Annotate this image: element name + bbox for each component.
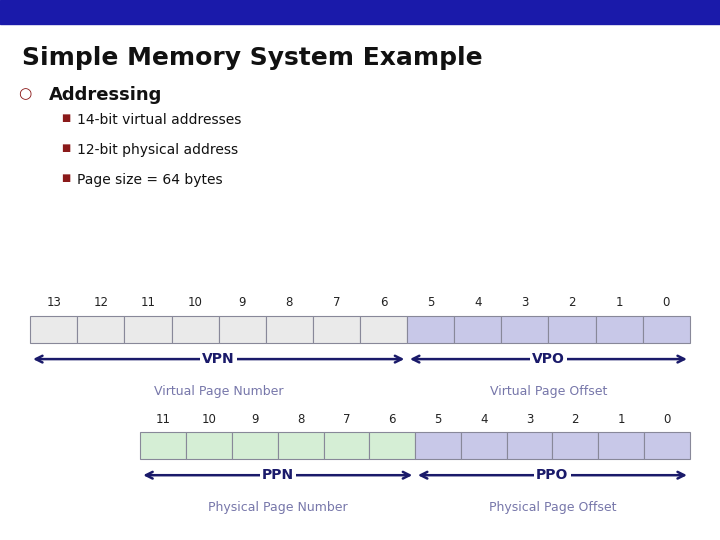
Text: 8: 8 [286, 296, 293, 309]
Text: 5: 5 [427, 296, 434, 309]
Text: ○: ○ [18, 86, 31, 102]
Bar [323, 432, 369, 459]
Text: Virtual Page Offset: Virtual Page Offset [490, 385, 607, 398]
Bar [313, 316, 360, 343]
Text: 11: 11 [140, 296, 156, 309]
Text: 10: 10 [202, 413, 217, 426]
Text: VPN: VPN [202, 352, 235, 366]
Bar [232, 432, 278, 459]
Text: 2: 2 [572, 413, 579, 426]
Text: 3: 3 [521, 296, 528, 309]
Text: 14-bit virtual addresses: 14-bit virtual addresses [77, 113, 241, 127]
Bar [140, 432, 186, 459]
Bar [643, 316, 690, 343]
Bar [501, 316, 549, 343]
Text: VPO: VPO [532, 352, 565, 366]
Bar [407, 316, 454, 343]
Text: 7: 7 [343, 413, 350, 426]
Bar [552, 432, 598, 459]
Text: Virtual Page Number: Virtual Page Number [154, 385, 284, 398]
Text: 0: 0 [663, 413, 670, 426]
Text: 1: 1 [616, 296, 623, 309]
Bar [30, 316, 77, 343]
Text: 8: 8 [297, 413, 305, 426]
Text: 0: 0 [662, 296, 670, 309]
Text: 6: 6 [389, 413, 396, 426]
Text: 1: 1 [617, 413, 625, 426]
Bar [0, 0, 720, 24]
Bar [461, 432, 507, 459]
Text: 4: 4 [474, 296, 482, 309]
Bar [278, 432, 323, 459]
Text: 5: 5 [434, 413, 441, 426]
Text: 3: 3 [526, 413, 534, 426]
Text: 6: 6 [380, 296, 387, 309]
Text: ■: ■ [61, 173, 71, 183]
Text: 13: 13 [46, 296, 61, 309]
Bar [595, 316, 643, 343]
Bar [125, 316, 171, 343]
Bar [219, 316, 266, 343]
Text: Physical Page Number: Physical Page Number [208, 501, 348, 514]
Text: 7: 7 [333, 296, 340, 309]
Bar [266, 316, 313, 343]
Bar [77, 316, 125, 343]
Text: Simple Memory System Example: Simple Memory System Example [22, 46, 482, 70]
Text: 9: 9 [238, 296, 246, 309]
Text: ■: ■ [61, 113, 71, 124]
Bar [171, 316, 219, 343]
Bar [360, 316, 407, 343]
Bar [415, 432, 461, 459]
Text: Page size = 64 bytes: Page size = 64 bytes [77, 173, 222, 187]
Bar [186, 432, 232, 459]
Bar [644, 432, 690, 459]
Text: PPO: PPO [536, 468, 569, 482]
Text: ■: ■ [61, 143, 71, 153]
Text: Physical Page Offset: Physical Page Offset [489, 501, 616, 514]
Bar [549, 316, 595, 343]
Bar [454, 316, 501, 343]
Bar [507, 432, 552, 459]
Text: PPN: PPN [261, 468, 294, 482]
Text: 11: 11 [156, 413, 171, 426]
Bar [598, 432, 644, 459]
Text: 12: 12 [94, 296, 109, 309]
Text: 10: 10 [188, 296, 202, 309]
Text: 2: 2 [568, 296, 576, 309]
Text: 12-bit physical address: 12-bit physical address [77, 143, 238, 157]
Text: 4: 4 [480, 413, 487, 426]
Bar [369, 432, 415, 459]
Text: 9: 9 [251, 413, 258, 426]
Text: Addressing: Addressing [49, 86, 162, 104]
